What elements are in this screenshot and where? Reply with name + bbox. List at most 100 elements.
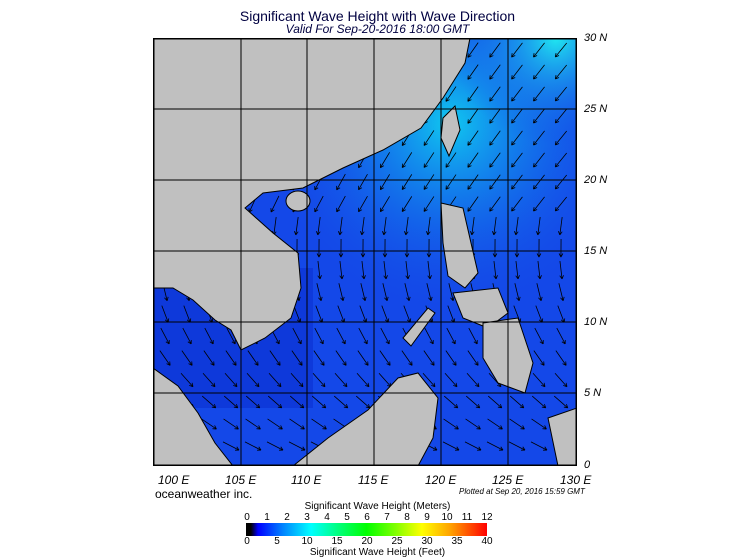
lon-label: 105 E bbox=[225, 473, 257, 487]
wave-arrow bbox=[536, 283, 543, 302]
plotted-time: Plotted at Sep 20, 2016 15:59 GMT bbox=[459, 487, 585, 496]
wave-arrow bbox=[401, 196, 413, 212]
feet-tick: 10 bbox=[301, 536, 313, 547]
wave-arrow bbox=[361, 261, 366, 280]
wave-arrow bbox=[338, 238, 344, 258]
wave-arrow bbox=[554, 64, 568, 80]
wave-arrow bbox=[224, 373, 238, 388]
wave-arrow bbox=[244, 441, 262, 451]
wave-arrow bbox=[313, 350, 325, 366]
wave-arrow bbox=[311, 395, 327, 409]
land-asia-mainland bbox=[153, 38, 471, 351]
wave-arrow bbox=[509, 395, 525, 409]
wave-arrow bbox=[423, 174, 435, 190]
wave-arrow bbox=[182, 327, 192, 345]
wave-arrow bbox=[514, 283, 521, 302]
lat-label: 15 N bbox=[584, 245, 608, 257]
wave-arrow bbox=[531, 395, 547, 409]
wave-arrow bbox=[511, 86, 523, 102]
wave-arrow bbox=[225, 350, 237, 366]
wave-arrow bbox=[360, 217, 365, 236]
wave-arrow bbox=[247, 350, 259, 366]
feet-tick: 25 bbox=[391, 536, 403, 547]
wave-arrow bbox=[292, 327, 302, 345]
wave-arrow bbox=[467, 64, 479, 80]
wave-arrow bbox=[424, 327, 434, 345]
lat-lon-grid bbox=[153, 38, 577, 466]
wave-arrow bbox=[489, 86, 501, 102]
wave-arrow bbox=[404, 238, 410, 258]
wave-arrow bbox=[555, 350, 567, 366]
wave-arrow bbox=[467, 130, 479, 146]
meters-tick: 4 bbox=[324, 512, 330, 523]
wave-arrow bbox=[204, 327, 214, 345]
wave-arrow bbox=[336, 173, 346, 191]
wave-arrow bbox=[223, 395, 239, 409]
lat-label: 5 N bbox=[584, 387, 602, 399]
wave-arrow bbox=[486, 441, 504, 451]
meters-tick: 2 bbox=[284, 512, 290, 523]
wave-arrow bbox=[443, 395, 459, 409]
wave-arrow bbox=[203, 350, 215, 366]
wave-arrow bbox=[311, 418, 327, 430]
wave-arrow bbox=[160, 327, 170, 345]
wave-arrow bbox=[489, 108, 501, 124]
wave-arrow bbox=[489, 196, 501, 212]
wave-arrow bbox=[533, 174, 545, 190]
wave-arrow bbox=[445, 350, 457, 366]
wave-arrow bbox=[533, 130, 545, 146]
wave-arrow bbox=[339, 261, 344, 280]
wave-arrow bbox=[427, 261, 432, 280]
wave-arrow bbox=[266, 441, 284, 451]
wave-arrow bbox=[511, 108, 523, 124]
wave-arrow bbox=[467, 86, 479, 102]
wave-arrow bbox=[379, 174, 390, 191]
wave-arrow bbox=[334, 373, 348, 388]
wave-arrow bbox=[291, 350, 303, 366]
wave-arrow bbox=[492, 217, 497, 236]
lon-label: 125 E bbox=[492, 473, 524, 487]
wave-arrow bbox=[554, 152, 568, 168]
wave-arrow bbox=[511, 64, 523, 80]
wave-arrow bbox=[316, 238, 322, 258]
wave-arrow bbox=[515, 261, 520, 280]
wave-arrow bbox=[422, 373, 436, 388]
lat-label: 0 bbox=[584, 459, 591, 471]
wave-arrow bbox=[316, 283, 323, 302]
land-luzon bbox=[440, 202, 479, 289]
wave-arrow bbox=[558, 238, 564, 258]
wave-arrow bbox=[508, 441, 526, 451]
wave-arrow bbox=[380, 327, 390, 345]
wave-arrow bbox=[426, 283, 433, 302]
wave-arrow bbox=[294, 217, 299, 236]
wave-arrow bbox=[423, 350, 435, 366]
wave-arrow bbox=[467, 42, 479, 58]
wave-arrow bbox=[553, 395, 569, 409]
wave-arrow bbox=[489, 174, 501, 190]
wave-arrow bbox=[338, 283, 345, 302]
wave-arrow bbox=[554, 86, 568, 102]
wave-arrow bbox=[533, 64, 545, 80]
meters-tick: 8 bbox=[404, 512, 410, 523]
wave-arrow bbox=[338, 217, 343, 236]
wave-arrow bbox=[180, 373, 194, 388]
wave-arrow bbox=[404, 217, 409, 236]
lon-label: 130 E bbox=[560, 473, 592, 487]
wave-arrow bbox=[558, 283, 565, 302]
wave-arrow bbox=[268, 373, 282, 388]
wave-arrow bbox=[442, 441, 460, 451]
wave-arrow bbox=[465, 418, 481, 430]
feet-tick: 40 bbox=[481, 536, 493, 547]
wave-arrow bbox=[509, 418, 525, 430]
wave-arrow bbox=[382, 238, 388, 258]
wave-arrow bbox=[289, 395, 305, 409]
wave-arrow bbox=[267, 395, 283, 409]
lon-label: 120 E bbox=[425, 473, 457, 487]
wave-arrow bbox=[201, 418, 217, 430]
wave-arrow bbox=[382, 283, 389, 302]
wave-arrow bbox=[288, 441, 306, 451]
wave-arrow bbox=[511, 152, 523, 168]
wave-arrow bbox=[357, 350, 369, 366]
meters-tick: 5 bbox=[344, 512, 350, 523]
wave-arrow bbox=[443, 418, 459, 430]
